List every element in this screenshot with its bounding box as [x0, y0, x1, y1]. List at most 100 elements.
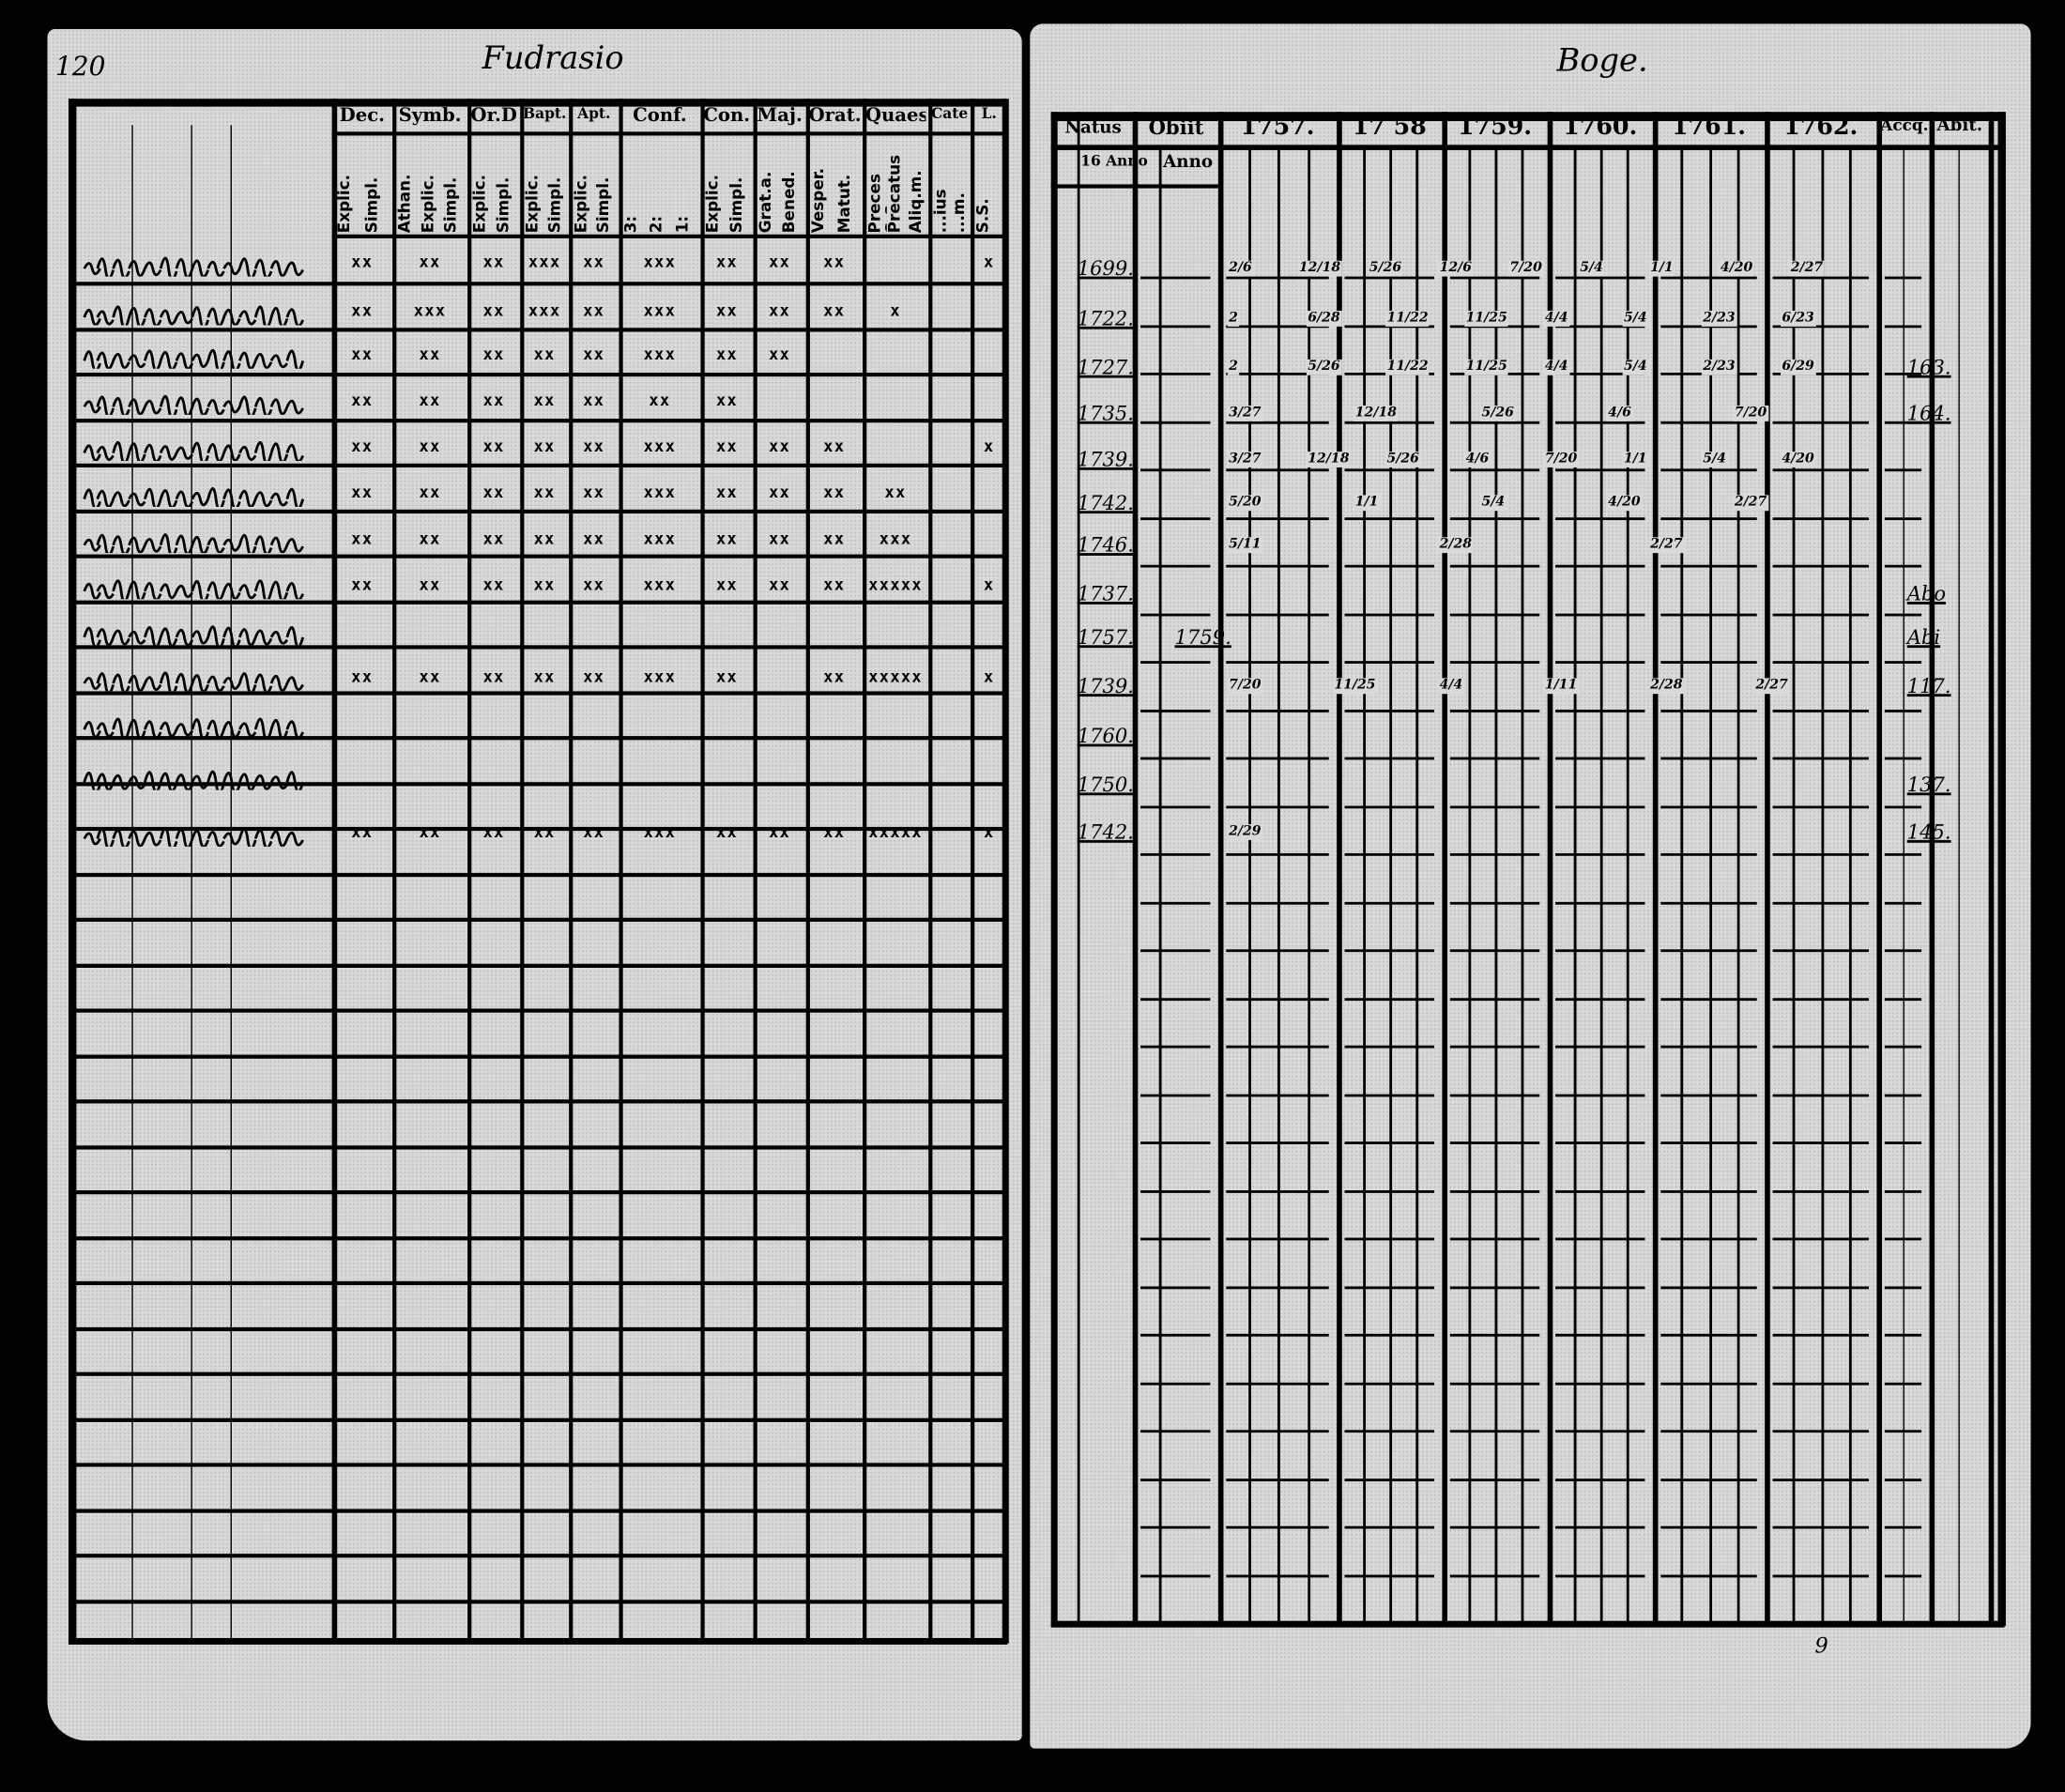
row-dash — [1140, 276, 1211, 280]
exam-note: 4/4 — [1543, 359, 1569, 375]
row-dash — [1884, 1189, 1922, 1193]
row-dash — [1772, 1093, 1869, 1096]
row-rule — [68, 690, 1008, 695]
header-rule — [331, 131, 1008, 136]
column-rule — [1652, 112, 1659, 1627]
row-dash — [1555, 1285, 1645, 1289]
row-dash — [1884, 468, 1922, 472]
tally-mark: xx — [769, 528, 791, 548]
row-dash — [1884, 1045, 1922, 1049]
row-rule — [68, 1144, 1008, 1149]
row-dash — [1555, 276, 1645, 280]
row-dash — [1344, 516, 1434, 520]
row-rule — [68, 282, 1008, 286]
row-dash — [1772, 372, 1869, 375]
column-header: Catech. — [930, 105, 969, 123]
row-dash — [1140, 564, 1211, 568]
margin-number: 5 — [0, 171, 9, 189]
tally-mark: xx — [533, 528, 556, 548]
exam-note: 4/4 — [1438, 678, 1464, 695]
row-dash — [1772, 1478, 1869, 1481]
row-dash — [1140, 1045, 1211, 1049]
accession-number: Abi — [1906, 625, 1941, 650]
row-dash — [1140, 1525, 1211, 1529]
row-dash — [1555, 757, 1645, 760]
accession-number: 145. — [1906, 819, 1951, 845]
row-rule — [68, 599, 1008, 605]
tally-mark: xx — [583, 301, 605, 320]
row-dash — [1449, 901, 1540, 904]
row-dash — [1226, 1430, 1329, 1433]
row-dash — [1449, 949, 1540, 953]
row-rule — [68, 327, 1008, 331]
tally-mark: xx — [351, 482, 374, 502]
tally-mark: xxx — [643, 301, 677, 320]
tally-mark: x — [983, 574, 995, 594]
row-dash — [1884, 612, 1922, 616]
tally-mark: xx — [482, 301, 505, 320]
row-dash — [1344, 564, 1434, 568]
row-dash — [1226, 421, 1329, 423]
year-subcolumn-rule — [1792, 147, 1796, 1627]
row-dash — [1660, 1237, 1757, 1241]
column-rule — [1442, 112, 1448, 1627]
row-dash — [1226, 949, 1329, 953]
tally-mark: xxx — [643, 345, 677, 364]
row-dash — [1555, 564, 1645, 568]
row-dash — [1140, 1382, 1211, 1385]
row-dash — [1555, 997, 1645, 1001]
row-dash — [1226, 1189, 1329, 1193]
row-dash — [1884, 1237, 1922, 1241]
row-dash — [1884, 516, 1922, 520]
subheader-rule — [1050, 184, 1218, 189]
row-rule — [68, 1235, 1008, 1240]
row-rule — [68, 1599, 1008, 1603]
exam-note: 12/18 — [1306, 452, 1351, 467]
row-dash — [1226, 276, 1329, 280]
tally-mark: xx — [583, 667, 605, 686]
row-dash — [1344, 949, 1434, 953]
row-dash — [1344, 1285, 1434, 1289]
row-dash — [1884, 1141, 1922, 1144]
tally-mark: x — [983, 667, 995, 686]
row-dash — [1344, 421, 1434, 423]
row-rule — [68, 645, 1008, 650]
tally-mark: xx — [583, 574, 605, 594]
row-dash — [1555, 949, 1645, 953]
row-dash — [1555, 1045, 1645, 1049]
column-rule — [1077, 112, 1080, 1627]
column-rule — [971, 99, 975, 1644]
row-dash — [1660, 1285, 1757, 1289]
exam-note: 12/6 — [1438, 260, 1474, 277]
row-dash — [1555, 516, 1645, 520]
row-dash — [1555, 852, 1645, 856]
row-dash — [1772, 1333, 1869, 1337]
exam-note: 4/20 — [1780, 452, 1816, 467]
margin-number: 4 — [0, 17, 9, 35]
exam-note: 1/11 — [1543, 678, 1579, 695]
tally-mark: xx — [533, 667, 556, 686]
row-dash — [1660, 997, 1757, 1001]
row-dash — [1140, 852, 1211, 856]
column-rule — [1217, 112, 1224, 1627]
handwritten-name — [83, 717, 305, 738]
tally-mark: xxx — [879, 528, 912, 548]
row-dash — [1660, 276, 1757, 280]
column-rule — [569, 99, 574, 1644]
footer-mark: 9 — [1814, 1632, 1828, 1658]
column-rule — [467, 99, 472, 1644]
tally-mark: xx — [715, 528, 739, 548]
row-dash — [1660, 1141, 1757, 1144]
row-dash — [1449, 757, 1540, 760]
tally-mark: xxx — [643, 822, 677, 842]
row-dash — [1226, 1573, 1329, 1577]
exam-note: 2/23 — [1701, 311, 1737, 327]
row-dash — [1140, 1189, 1211, 1193]
column-rule — [1132, 112, 1139, 1627]
margin-number: 4 — [0, 68, 9, 86]
row-dash — [1449, 1573, 1540, 1577]
row-dash — [1772, 901, 1869, 904]
column-rule — [863, 99, 867, 1644]
tally-mark: xx — [482, 528, 505, 548]
row-dash — [1555, 709, 1645, 712]
